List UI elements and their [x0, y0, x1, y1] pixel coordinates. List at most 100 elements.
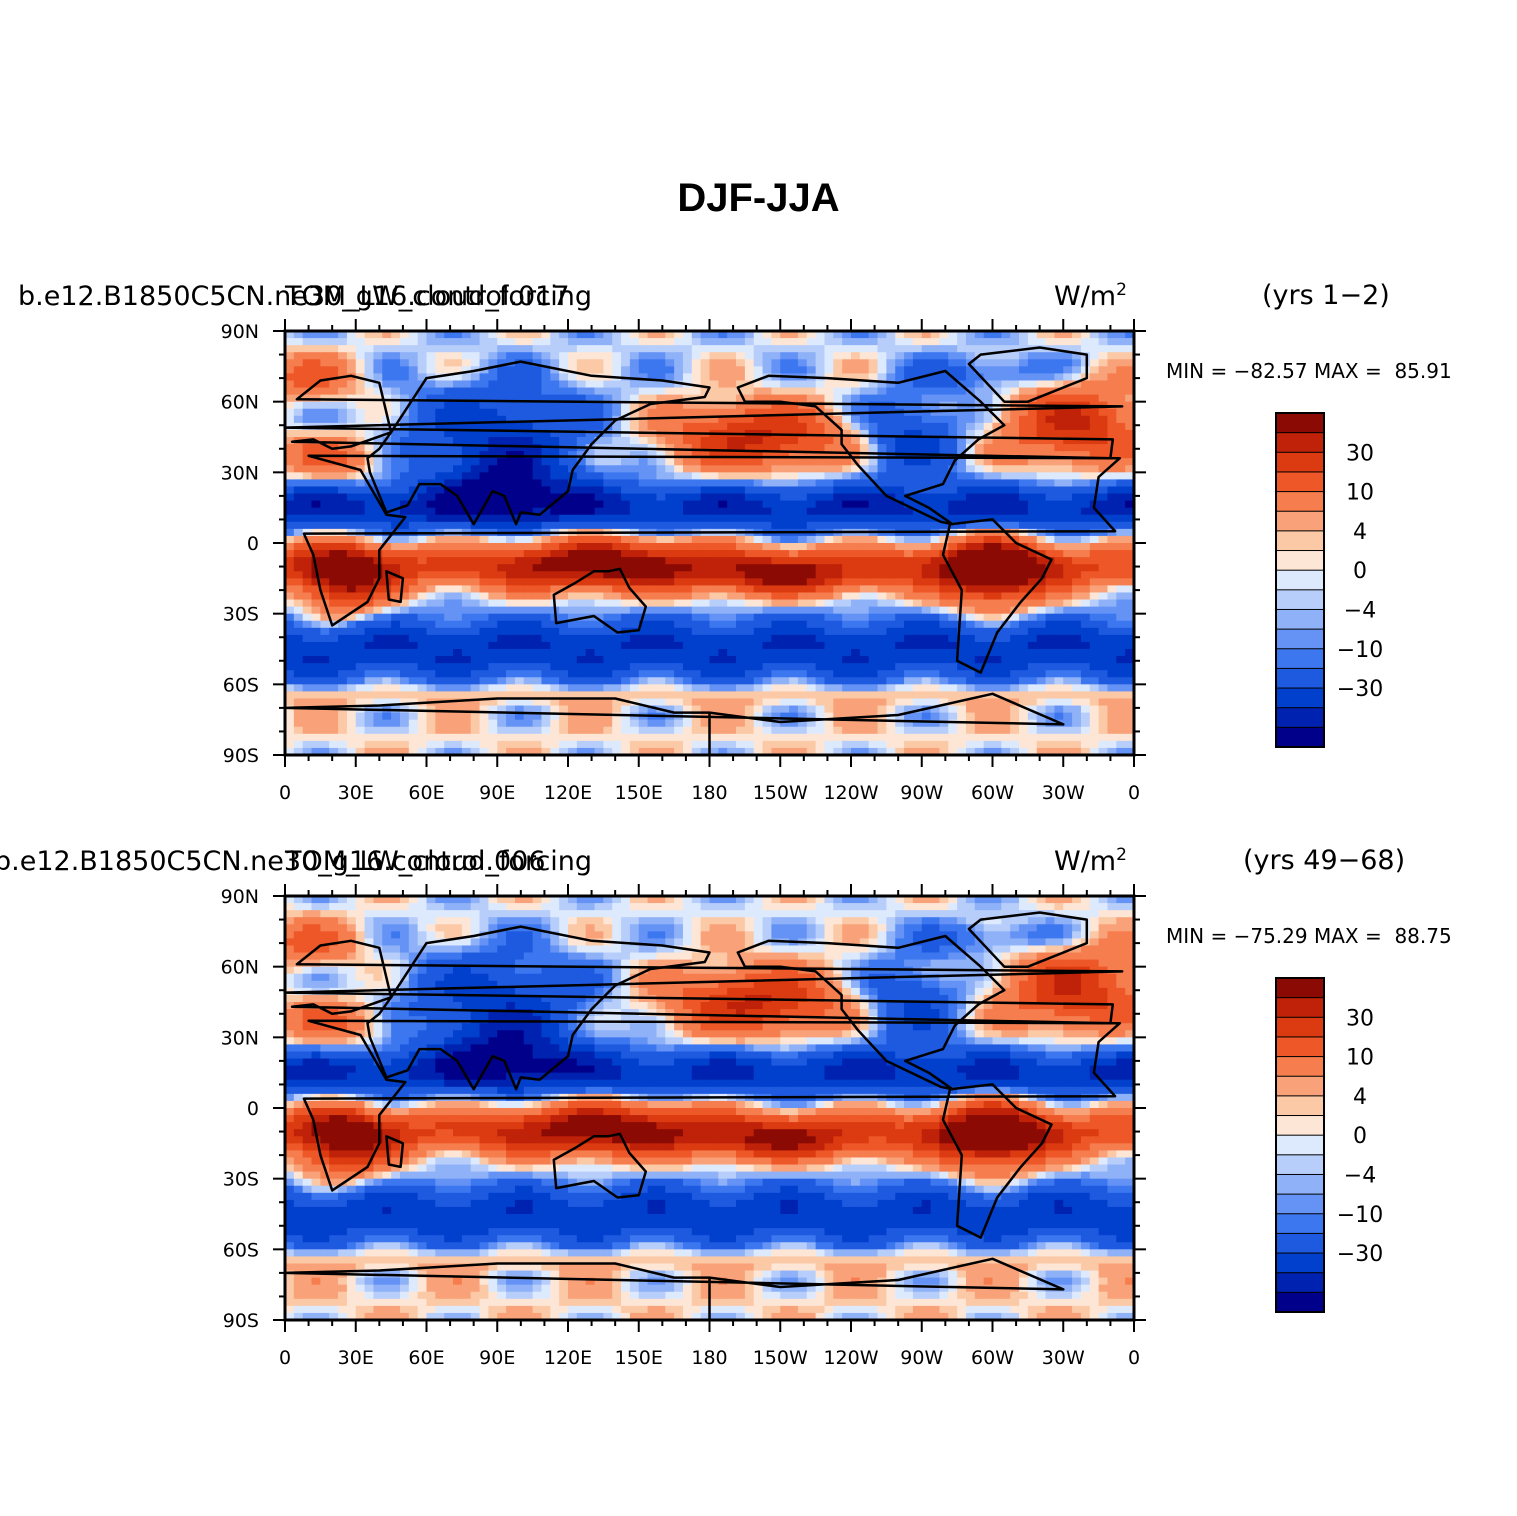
field-cell [771, 507, 781, 516]
field-cell [709, 444, 719, 452]
field-cell [541, 422, 551, 431]
field-cell [833, 564, 843, 572]
field-cell [629, 521, 640, 530]
field-cell [311, 543, 321, 551]
field-cell [974, 458, 985, 466]
field-cell [833, 627, 843, 636]
field-cell [338, 415, 348, 424]
field-cell [550, 719, 560, 728]
field-cell [718, 465, 728, 473]
field-cell [302, 613, 313, 622]
field-cell [656, 599, 666, 608]
field-cell [789, 564, 799, 572]
field-cell [647, 437, 658, 445]
field-cell [868, 606, 879, 615]
field-cell [408, 493, 419, 502]
field-cell [470, 514, 481, 523]
field-cell [302, 507, 313, 516]
field-cell [992, 486, 1002, 495]
field-cell [912, 535, 923, 544]
field-cell [594, 712, 604, 721]
field-cell [559, 719, 569, 728]
field-cell [727, 663, 737, 671]
field-cell [285, 719, 295, 728]
field-cell [718, 514, 728, 523]
field-cell [983, 747, 994, 756]
field-cell [621, 352, 631, 360]
field-cell [497, 380, 507, 389]
field-cell [736, 613, 746, 622]
field-cell [453, 380, 463, 389]
field-cell [904, 500, 914, 509]
field-cell [479, 670, 489, 678]
field-cell [780, 422, 790, 431]
field-cell [771, 550, 781, 558]
field-cell [859, 331, 870, 339]
field-cell [771, 663, 781, 671]
field-cell [859, 458, 870, 466]
field-cell [824, 599, 834, 608]
field-cell [541, 733, 551, 742]
field-cell [444, 373, 454, 382]
field-cell [408, 352, 419, 360]
field-cell [921, 437, 932, 445]
field-cell [647, 359, 658, 367]
field-cell [824, 613, 834, 622]
field-cell [603, 451, 613, 459]
field-cell [921, 740, 932, 749]
field-cell [426, 338, 436, 346]
field-cell [514, 465, 525, 473]
field-cell [1010, 451, 1020, 459]
field-cell [532, 698, 543, 707]
field-cell [461, 719, 472, 728]
field-cell [1001, 705, 1011, 714]
field-cell [470, 585, 481, 594]
field-cell [815, 719, 826, 728]
field-cell [302, 585, 313, 594]
field-cell [346, 733, 357, 742]
field-cell [789, 613, 799, 622]
field-cell [373, 613, 383, 622]
field-cell [656, 592, 666, 601]
field-cell [603, 331, 613, 339]
field-cell [417, 429, 428, 438]
field-cell [629, 691, 640, 700]
field-cell [576, 479, 587, 488]
field-cell [930, 444, 941, 452]
field-cell [585, 557, 596, 565]
field-cell [373, 437, 383, 445]
field-cell [470, 634, 481, 643]
field-cell [346, 691, 357, 700]
field-cell [603, 726, 613, 735]
field-cell [744, 500, 755, 509]
field-cell [842, 458, 852, 466]
field-cell [647, 500, 658, 509]
field-cell [842, 514, 852, 523]
field-cell [426, 606, 436, 615]
field-cell [594, 641, 604, 650]
field-cell [965, 649, 976, 657]
field-cell [550, 705, 560, 714]
field-cell [930, 535, 941, 544]
field-cell [877, 521, 887, 530]
field-cell [559, 521, 569, 530]
field-cell [621, 500, 631, 509]
field-cell [886, 550, 896, 558]
field-cell [470, 740, 481, 749]
field-cell [1001, 437, 1011, 445]
field-cell [718, 684, 728, 692]
field-cell [523, 571, 534, 579]
field-cell [603, 550, 613, 558]
field-cell [930, 486, 941, 495]
field-cell [603, 606, 613, 615]
field-cell [930, 613, 941, 622]
field-cell [939, 359, 949, 367]
field-cell [514, 359, 525, 367]
field-cell [656, 331, 666, 339]
field-cell [877, 656, 887, 664]
field-cell [479, 521, 489, 530]
field-cell [585, 698, 596, 707]
field-cell [364, 507, 375, 516]
field-cell [612, 535, 622, 544]
field-cell [382, 656, 392, 664]
